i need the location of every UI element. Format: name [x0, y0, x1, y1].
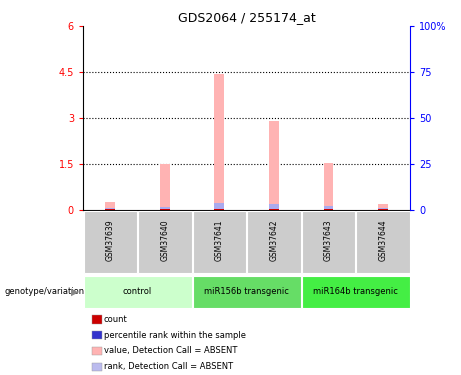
Bar — [160, 164, 170, 210]
Bar — [214, 209, 224, 210]
Text: rank, Detection Call = ABSENT: rank, Detection Call = ABSENT — [104, 362, 233, 371]
Bar — [106, 209, 115, 210]
Text: percentile rank within the sample: percentile rank within the sample — [104, 331, 246, 340]
Text: miR164b transgenic: miR164b transgenic — [313, 287, 398, 296]
Title: GDS2064 / 255174_at: GDS2064 / 255174_at — [178, 11, 315, 24]
Bar — [324, 162, 333, 210]
Text: GSM37641: GSM37641 — [215, 220, 224, 261]
Bar — [378, 208, 388, 210]
Text: value, Detection Call = ABSENT: value, Detection Call = ABSENT — [104, 346, 237, 355]
FancyBboxPatch shape — [247, 211, 301, 273]
Bar — [324, 206, 333, 210]
Bar — [106, 209, 115, 210]
Bar — [160, 207, 170, 210]
FancyBboxPatch shape — [83, 276, 191, 308]
FancyBboxPatch shape — [193, 276, 301, 308]
Text: ▶: ▶ — [71, 286, 79, 297]
Text: count: count — [104, 315, 128, 324]
Bar — [378, 209, 388, 210]
Bar — [106, 202, 115, 210]
Bar — [214, 74, 224, 210]
Bar — [269, 204, 279, 210]
Bar — [160, 209, 170, 210]
Text: GSM37640: GSM37640 — [160, 220, 169, 261]
FancyBboxPatch shape — [302, 276, 410, 308]
Text: miR156b transgenic: miR156b transgenic — [204, 287, 289, 296]
Text: GSM37642: GSM37642 — [269, 220, 278, 261]
Bar — [324, 209, 333, 210]
FancyBboxPatch shape — [302, 211, 355, 273]
Bar — [269, 209, 279, 210]
FancyBboxPatch shape — [138, 211, 191, 273]
Bar — [378, 204, 388, 210]
FancyBboxPatch shape — [83, 211, 137, 273]
Bar — [269, 121, 279, 210]
FancyBboxPatch shape — [356, 211, 410, 273]
Text: GSM37639: GSM37639 — [106, 220, 115, 261]
Text: GSM37644: GSM37644 — [378, 220, 388, 261]
Text: control: control — [123, 287, 152, 296]
FancyBboxPatch shape — [193, 211, 246, 273]
Text: GSM37643: GSM37643 — [324, 220, 333, 261]
Text: genotype/variation: genotype/variation — [5, 287, 85, 296]
Bar — [214, 203, 224, 210]
